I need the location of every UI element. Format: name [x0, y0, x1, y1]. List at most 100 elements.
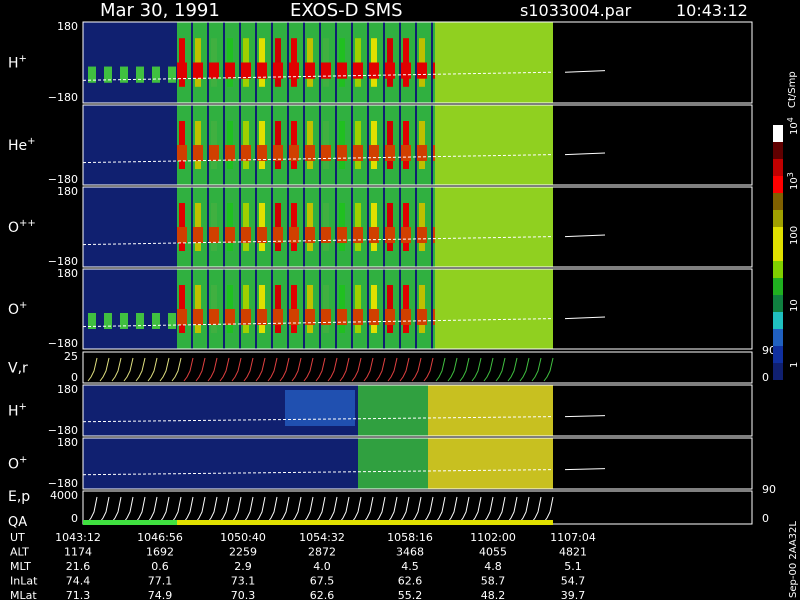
stripe-hot [401, 227, 411, 243]
row-name: ALT [10, 546, 29, 559]
dashed-trace [82, 416, 554, 423]
panel-label: H+ [8, 54, 27, 72]
row-value: 1054:32 [299, 531, 345, 544]
panel-label: O+ [8, 300, 27, 318]
stripe-hot [305, 227, 315, 243]
date: Mar 30, 1991 [100, 0, 220, 21]
step-trace [195, 357, 206, 382]
trace [564, 70, 606, 73]
stripe-hot [241, 62, 251, 79]
blob [136, 66, 144, 83]
stripe-hot [305, 62, 315, 79]
colorbar-base: 1 [789, 362, 800, 368]
panel-label: E,p [8, 489, 30, 505]
dashed-trace [82, 236, 554, 246]
row-value: 73.1 [231, 575, 256, 588]
label-text: V,r [8, 361, 28, 377]
step-trace [171, 357, 182, 382]
stripe-hot [321, 145, 331, 161]
stripe-hot [273, 62, 283, 79]
row-name: MLat [10, 589, 37, 600]
stripe-hot [177, 62, 187, 79]
step-trace [447, 357, 458, 382]
step-trace [543, 357, 554, 382]
stripe-hot [289, 62, 299, 79]
block [428, 438, 553, 489]
row-value: 0.6 [151, 560, 169, 573]
step-trace [243, 357, 254, 382]
row-value: 2872 [308, 546, 336, 559]
file: s1033004.par [520, 1, 632, 20]
step-trace [435, 357, 446, 382]
stripe-hot [177, 309, 187, 325]
qa-bar-green [83, 520, 177, 525]
row-value: 4.8 [484, 560, 502, 573]
trace [564, 468, 606, 471]
step-trace [495, 357, 506, 382]
stripe-hot [401, 62, 411, 79]
row-value: 54.7 [561, 575, 586, 588]
row-value: 21.6 [66, 560, 91, 573]
stripe-hot [369, 62, 379, 79]
step-trace [351, 357, 362, 382]
row-value: 4055 [479, 546, 507, 559]
blob [168, 313, 176, 329]
stripe-hot [193, 227, 203, 243]
stripe-hot [289, 145, 299, 161]
stripe-hot [225, 309, 235, 325]
stripe-hot [225, 227, 235, 243]
row-value: 2259 [229, 546, 257, 559]
step-trace [471, 357, 482, 382]
stripe-hot [417, 309, 427, 325]
panel-label: H+ [8, 402, 27, 420]
y-tick-label: 180 [57, 267, 78, 280]
panel-frame [82, 351, 753, 384]
y-tick-label: 180 [57, 436, 78, 449]
panel-label: V,r [8, 361, 28, 377]
colorbar-label: 104 [786, 117, 800, 135]
row-value: 2.9 [234, 560, 252, 573]
footer: Sep-00 2AA32L [788, 521, 799, 598]
step-trace [87, 357, 98, 382]
right-tick-label: 0 [762, 512, 769, 525]
step-trace [135, 357, 146, 382]
step-trace [339, 357, 350, 382]
colorbar-base: 10 [789, 299, 800, 312]
time: 10:43:12 [676, 1, 748, 20]
y-tick-label: −180 [48, 173, 78, 186]
colorbar-cell [773, 312, 783, 329]
block [358, 385, 428, 436]
y-tick-label: 25 [64, 350, 78, 363]
stripe-hot [369, 309, 379, 325]
colorbar-cell [773, 278, 783, 295]
colorbar-base: 10 [789, 177, 800, 190]
stripe-hot [273, 309, 283, 325]
stripe-hot [353, 309, 363, 325]
colorbar-label: 10 [789, 299, 800, 312]
stripe-hot [257, 309, 267, 325]
step-trace [183, 357, 194, 382]
stripe-hot [209, 62, 219, 79]
panel-frame [82, 186, 753, 268]
qa-bar-yellow [177, 520, 553, 525]
step-trace [315, 357, 326, 382]
stripe-hot [257, 227, 267, 243]
stripe-hot [305, 145, 315, 161]
stripe-hot [401, 309, 411, 325]
right-tick-label: 0 [762, 371, 769, 384]
stripe-hot [209, 227, 219, 243]
label-text: O [8, 457, 19, 473]
row-value: 62.6 [398, 575, 423, 588]
row-value: 1046:56 [137, 531, 183, 544]
right-tick-label: 90 [762, 483, 776, 496]
y-tick-label: 180 [57, 383, 78, 396]
colorbar-cell [773, 210, 783, 227]
row-value: 74.9 [148, 589, 173, 600]
right-tick-label: 90 [762, 344, 776, 357]
step-trace [483, 357, 494, 382]
step-trace [123, 357, 134, 382]
stripe-hot [177, 227, 187, 243]
label-text: E,p [8, 489, 30, 505]
trace [564, 316, 606, 320]
y-tick-label: 180 [57, 185, 78, 198]
